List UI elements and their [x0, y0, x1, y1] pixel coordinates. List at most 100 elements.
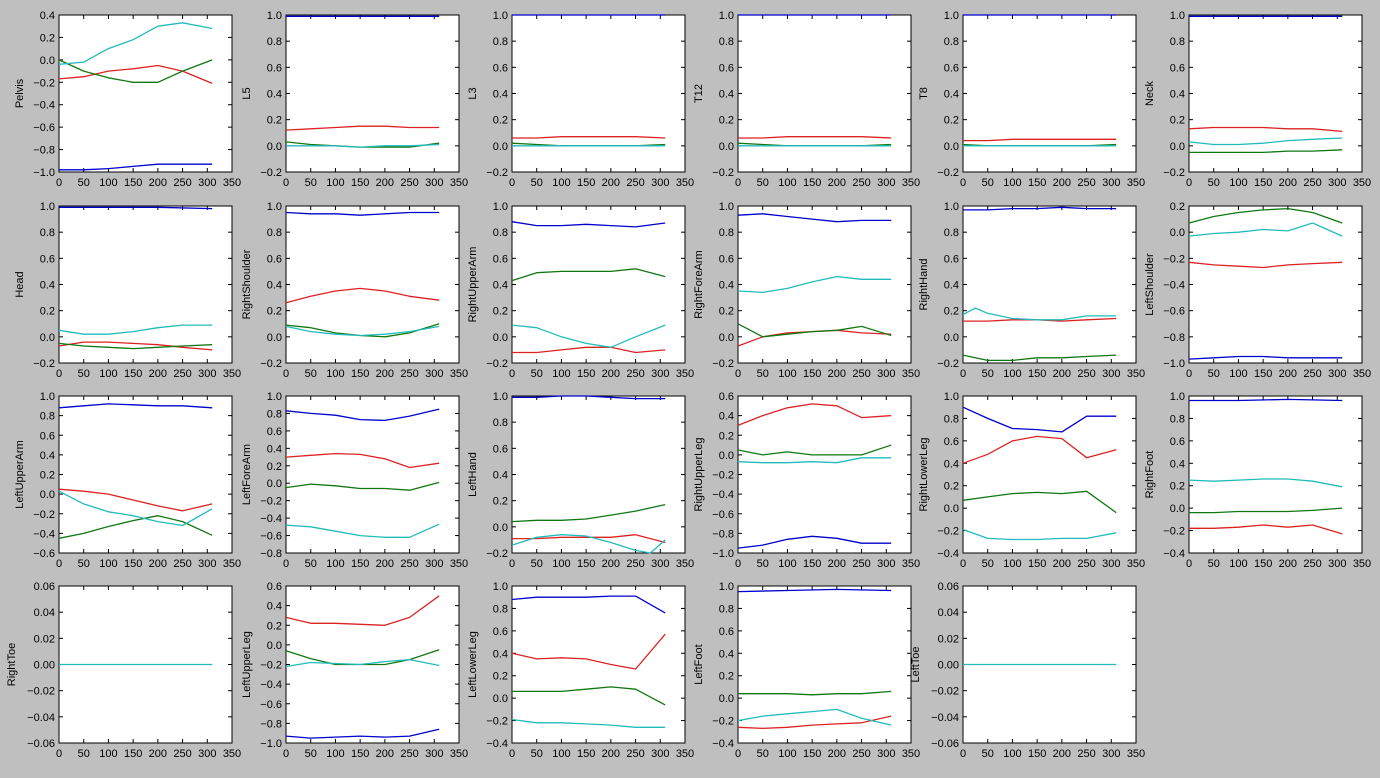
y-tick-label: 0.6: [1170, 436, 1185, 448]
y-tick-label: 0.2: [944, 481, 959, 493]
series-line-2: [962, 490, 1117, 514]
x-tick-label: 350: [902, 368, 920, 380]
x-tick-label: 250: [852, 177, 870, 189]
subplot-RightForeArm: 0 50 100 150 200 250 300 350 −0.2 0.0 0.2 0.4 0.6 0.8…: [693, 201, 920, 380]
y-tick-label: −0.2: [486, 716, 508, 728]
y-tick-label: −0.4: [260, 513, 282, 525]
x-tick-label: 250: [852, 368, 870, 380]
plot-area: [285, 14, 460, 173]
y-axis-label: LeftShoulder: [1144, 253, 1156, 316]
x-tick-label: 150: [1254, 368, 1272, 380]
y-tick-label: −0.2: [937, 167, 959, 179]
x-tick-label: 350: [450, 368, 468, 380]
x-tick-label: 150: [577, 177, 595, 189]
x-tick-label: 350: [1127, 558, 1145, 570]
y-tick-label: 0.8: [493, 227, 508, 239]
x-tick-label: 100: [1003, 558, 1021, 570]
x-tick-label: 100: [1229, 558, 1247, 570]
x-tick-label: 50: [1208, 368, 1220, 380]
x-tick-label: 200: [1053, 177, 1071, 189]
x-tick-label: 50: [757, 748, 769, 760]
y-tick-label: 0.0: [493, 332, 508, 344]
y-axis-label: LeftForeArm: [241, 444, 253, 505]
y-tick-label: −0.2: [486, 358, 508, 370]
x-tick-label: 300: [877, 558, 895, 570]
series-line-3: [511, 718, 666, 728]
x-tick-label: 250: [1077, 748, 1095, 760]
y-tick-label: 0.4: [40, 10, 55, 22]
x-tick-label: 150: [803, 748, 821, 760]
x-tick-label: 250: [173, 558, 191, 570]
series-line-0: [59, 206, 213, 210]
y-tick-label: 0.6: [267, 62, 282, 74]
series-line-0: [737, 213, 892, 223]
x-tick-label: 150: [1254, 177, 1272, 189]
x-tick-label: 0: [283, 558, 289, 570]
x-tick-label: 250: [173, 177, 191, 189]
subplot-RightUpperLeg: 0 50 100 150 200 250 300 350 −1.0 −0.8 −0.6 −0.4 −0.…: [693, 391, 920, 570]
subplot-LeftUpperLeg: 0 50 100 150 200 250 300 350 −1.0 −0.8 −0.6 −0.4 −0.…: [241, 581, 468, 760]
y-tick-label: −0.6: [1163, 306, 1185, 318]
series-line-3: [58, 22, 213, 65]
x-tick-label: 250: [1077, 558, 1095, 570]
y-tick-label: 0.0: [719, 141, 734, 153]
x-tick-label: 50: [305, 368, 317, 380]
y-tick-label: 0.4: [719, 411, 734, 423]
y-tick-label: 1.0: [267, 10, 282, 22]
x-tick-label: 350: [676, 748, 694, 760]
series-line-1: [1188, 126, 1343, 133]
x-tick-label: 250: [400, 177, 418, 189]
y-tick-label: 1.0: [944, 10, 959, 22]
y-tick-label: 0.2: [267, 306, 282, 318]
y-tick-label: −0.2: [486, 548, 508, 560]
y-tick-label: 0.6: [40, 430, 55, 442]
subplot-LeftToe: 0 50 100 150 200 250 300 350 −0.06 −0.04 −0.02 0.00…: [910, 581, 1145, 760]
x-tick-label: 50: [757, 558, 769, 570]
subplot-L3: 0 50 100 150 200 250 300 350 −0.2 0.0 0.2 0.4 0.6 0.8…: [467, 10, 694, 189]
x-tick-label: 350: [450, 558, 468, 570]
y-tick-label: 1.0: [267, 201, 282, 213]
x-tick-label: 50: [982, 748, 994, 760]
y-tick-label: −0.4: [33, 100, 55, 112]
x-tick-label: 200: [1053, 368, 1071, 380]
y-tick-label: 0.6: [719, 253, 734, 265]
series-line-1: [511, 633, 666, 670]
x-tick-label: 0: [735, 558, 741, 570]
y-tick-label: 0.4: [267, 89, 282, 101]
x-tick-label: 50: [305, 748, 317, 760]
y-tick-label: −0.2: [260, 660, 282, 672]
x-tick-label: 200: [376, 368, 394, 380]
subplot-RightUpperArm: 0 50 100 150 200 250 300 350 −0.2 0.0 0.2 0.4 0.6 0.8…: [467, 201, 694, 380]
x-tick-label: 250: [1303, 368, 1321, 380]
x-tick-label: 150: [803, 558, 821, 570]
x-tick-label: 0: [283, 748, 289, 760]
series-line-3: [285, 658, 440, 668]
x-tick-label: 150: [577, 558, 595, 570]
x-tick-label: 100: [99, 748, 117, 760]
plot-area: [58, 205, 233, 364]
series-line-3: [737, 708, 892, 726]
y-tick-label: 1.0: [40, 391, 55, 403]
y-tick-label: −0.4: [33, 528, 55, 540]
y-axis-label: L3: [467, 87, 479, 99]
plot-area: [1188, 395, 1363, 554]
x-tick-label: 150: [1254, 558, 1272, 570]
y-tick-label: 1.0: [1170, 391, 1185, 403]
y-tick-label: −0.4: [1163, 280, 1185, 292]
x-tick-label: 150: [577, 368, 595, 380]
y-tick-label: 0.8: [719, 36, 734, 48]
x-tick-label: 150: [1028, 558, 1046, 570]
y-axis-label: Neck: [1144, 80, 1156, 106]
x-tick-label: 150: [803, 368, 821, 380]
series-line-0: [59, 163, 213, 171]
x-tick-label: 0: [735, 177, 741, 189]
x-tick-label: 50: [78, 558, 90, 570]
y-axis-label: LeftLowerLeg: [467, 631, 479, 698]
y-tick-label: 0.6: [944, 62, 959, 74]
y-tick-label: 0.6: [40, 253, 55, 265]
series-line-1: [512, 136, 666, 139]
x-tick-label: 0: [56, 368, 62, 380]
x-tick-label: 350: [1353, 368, 1371, 380]
y-tick-label: 0.0: [267, 478, 282, 490]
x-tick-label: 350: [1127, 748, 1145, 760]
